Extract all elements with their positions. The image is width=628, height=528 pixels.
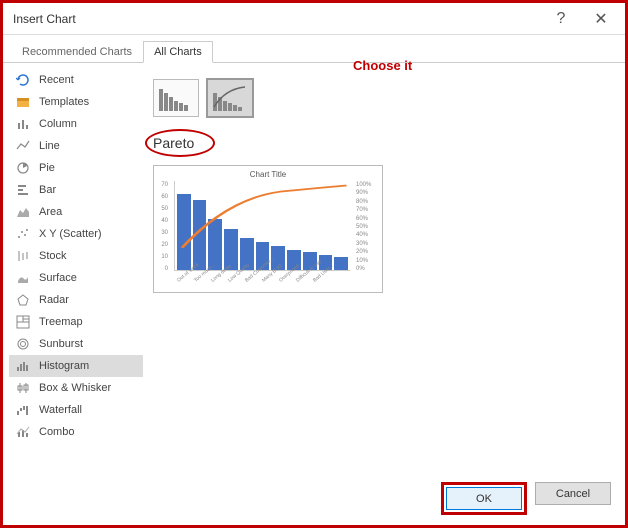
sidebar-item-combo[interactable]: Combo: [9, 421, 143, 443]
templates-icon: [15, 94, 31, 110]
sidebar-item-bar[interactable]: Bar: [9, 179, 143, 201]
sidebar-item-recent[interactable]: Recent: [9, 69, 143, 91]
chart-type-name: Pareto: [153, 135, 194, 151]
waterfall-icon: [15, 402, 31, 418]
annotation-ok-ring: OK: [441, 482, 527, 515]
insert-chart-dialog: Insert Chart ? ✕ Recommended Charts All …: [3, 3, 625, 525]
scatter-icon: [15, 226, 31, 242]
pie-icon: [15, 160, 31, 176]
sidebar-item-area[interactable]: Area: [9, 201, 143, 223]
stock-icon: [15, 248, 31, 264]
y-axis-labels: 706050403020100: [156, 182, 168, 272]
sidebar-item-boxwhisker[interactable]: Box & Whisker: [9, 377, 143, 399]
close-icon: ✕: [594, 9, 607, 29]
sidebar-item-label: Radar: [39, 294, 69, 306]
bar-icon: [15, 182, 31, 198]
sidebar-item-label: Pie: [39, 162, 55, 174]
sidebar-item-label: Bar: [39, 184, 56, 196]
annotation-choose-it: Choose it: [353, 58, 412, 73]
subtype-histogram[interactable]: [153, 79, 199, 117]
dialog-title: Insert Chart: [13, 12, 541, 26]
area-icon: [15, 204, 31, 220]
sidebar-item-templates[interactable]: Templates: [9, 91, 143, 113]
sidebar-item-waterfall[interactable]: Waterfall: [9, 399, 143, 421]
sidebar-item-label: Treemap: [39, 316, 83, 328]
y2-axis-labels: 100%90%80%70%60%50%40%30%20%10%0%: [356, 182, 380, 272]
column-icon: [15, 116, 31, 132]
sidebar-item-label: Sunburst: [39, 338, 83, 350]
sidebar-item-scatter[interactable]: X Y (Scatter): [9, 223, 143, 245]
dialog-footer: OK Cancel: [441, 482, 611, 515]
sidebar-item-label: X Y (Scatter): [39, 228, 102, 240]
tab-strip: Recommended Charts All Charts: [3, 35, 625, 63]
sidebar-item-radar[interactable]: Radar: [9, 289, 143, 311]
radar-icon: [15, 292, 31, 308]
sidebar-item-label: Area: [39, 206, 62, 218]
x-axis-labels: Out of stockToo much...Long delayLow Qua…: [176, 273, 350, 291]
ok-button[interactable]: OK: [446, 487, 522, 510]
sidebar-item-surface[interactable]: Surface: [9, 267, 143, 289]
sidebar-item-line[interactable]: Line: [9, 135, 143, 157]
combo-icon: [15, 424, 31, 440]
subtype-thumbs: [153, 79, 615, 117]
titlebar: Insert Chart ? ✕: [3, 3, 625, 35]
main-panel: Choose it Pareto Chart Title 70605040302…: [143, 63, 625, 483]
sidebar-item-sunburst[interactable]: Sunburst: [9, 333, 143, 355]
sidebar-item-label: Surface: [39, 272, 77, 284]
sidebar-item-treemap[interactable]: Treemap: [9, 311, 143, 333]
boxwhisker-icon: [15, 380, 31, 396]
treemap-icon: [15, 314, 31, 330]
sidebar-item-label: Waterfall: [39, 404, 82, 416]
subtype-pareto[interactable]: [207, 79, 253, 117]
sidebar-item-label: Templates: [39, 96, 89, 108]
line-icon: [15, 138, 31, 154]
recent-icon: [15, 72, 31, 88]
sidebar-item-pie[interactable]: Pie: [9, 157, 143, 179]
histogram-icon: [15, 358, 31, 374]
sidebar-item-column[interactable]: Column: [9, 113, 143, 135]
tab-recommended[interactable]: Recommended Charts: [11, 41, 143, 62]
chart-bars: [174, 181, 350, 271]
cancel-button[interactable]: Cancel: [535, 482, 611, 505]
sidebar-item-stock[interactable]: Stock: [9, 245, 143, 267]
help-button[interactable]: ?: [541, 5, 581, 33]
sidebar-item-label: Box & Whisker: [39, 382, 111, 394]
sidebar-item-label: Combo: [39, 426, 74, 438]
sunburst-icon: [15, 336, 31, 352]
chart-type-sidebar: Recent Templates Column Line Pie Bar: [3, 63, 143, 483]
close-button[interactable]: ✕: [581, 5, 621, 33]
sidebar-item-label: Column: [39, 118, 77, 130]
sidebar-item-label: Line: [39, 140, 60, 152]
chart-preview[interactable]: Chart Title 706050403020100 100%90%80%70…: [153, 165, 383, 293]
sidebar-item-label: Stock: [39, 250, 67, 262]
sidebar-item-label: Histogram: [39, 360, 89, 372]
tab-all-charts[interactable]: All Charts: [143, 41, 213, 63]
sidebar-item-histogram[interactable]: Histogram: [9, 355, 143, 377]
sidebar-item-label: Recent: [39, 74, 74, 86]
surface-icon: [15, 270, 31, 286]
chart-preview-title: Chart Title: [158, 170, 378, 179]
help-icon: ?: [557, 10, 566, 28]
